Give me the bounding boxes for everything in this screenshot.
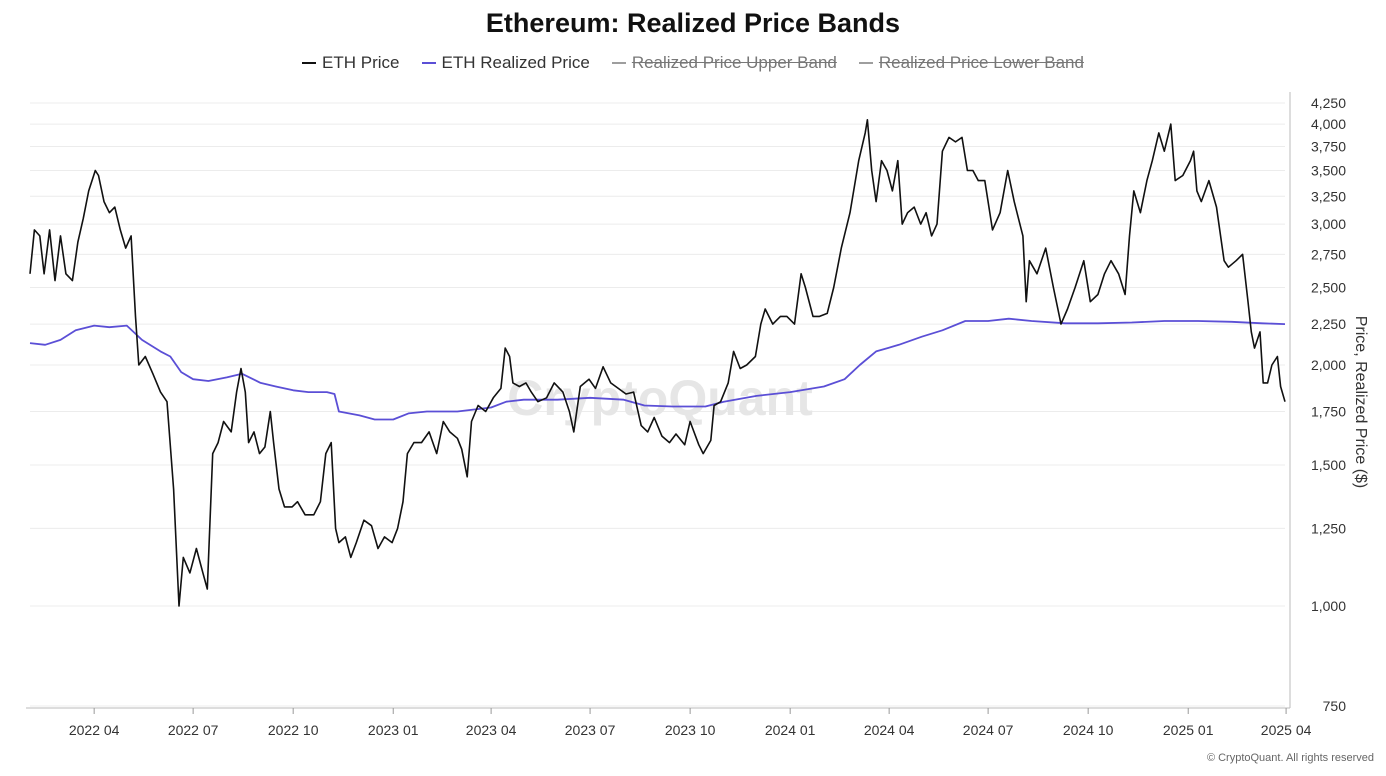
- legend-label: ETH Price: [322, 53, 400, 72]
- x-tick-label: 2022 04: [69, 722, 120, 738]
- y-tick-label: 3,500: [1311, 162, 1346, 178]
- legend-label: Realized Price Lower Band: [878, 53, 1084, 72]
- y-tick-label: 3,750: [1311, 139, 1346, 155]
- series-layer: [29, 119, 1286, 607]
- x-tick-label: 2024 10: [1063, 722, 1114, 738]
- y-tick-label: 750: [1323, 698, 1347, 714]
- x-tick-label: 2023 07: [565, 722, 616, 738]
- y-tick-label: 2,000: [1311, 357, 1346, 373]
- y-tick-label: 4,000: [1311, 116, 1346, 132]
- x-tick-label: 2025 01: [1163, 722, 1214, 738]
- y-tick-label: 3,000: [1311, 216, 1346, 232]
- x-tick-label: 2024 04: [864, 722, 915, 738]
- x-tick-label: 2023 10: [665, 722, 716, 738]
- legend: ETH Price ETH Realized Price Realized Pric…: [0, 53, 1386, 73]
- legend-swatch: [611, 62, 626, 64]
- series-line-eth-price: [29, 119, 1286, 607]
- legend-swatch: [421, 62, 436, 64]
- copyright-notice: © CryptoQuant. All rights reserved: [1206, 752, 1374, 764]
- x-tick-label: 2024 07: [963, 722, 1014, 738]
- y-tick-label: 3,250: [1311, 188, 1346, 204]
- x-tick-label: 2025 04: [1261, 722, 1312, 738]
- legend-swatch: [302, 62, 317, 64]
- legend-item-realized-price-lower-band[interactable]: Realized Price Lower Band: [858, 53, 1084, 73]
- legend-label: ETH Realized Price: [441, 53, 590, 72]
- y-tick-label: 1,000: [1311, 598, 1346, 614]
- chart-title: Ethereum: Realized Price Bands: [485, 8, 901, 38]
- x-tick-label: 2024 01: [765, 722, 816, 738]
- x-axis: 2022 04 2022 07 2022 10 2023 01 2023 04 2023 …: [26, 707, 1312, 738]
- y-tick-label: 4,250: [1311, 95, 1346, 111]
- y-tick-label: 1,500: [1311, 457, 1346, 473]
- legend-item-eth-realized-price[interactable]: ETH Realized Price: [421, 53, 590, 73]
- y-axis-label: Price, Realized Price ($): [1352, 316, 1369, 489]
- legend-swatch: [858, 62, 873, 64]
- y-tick-label: 1,750: [1311, 403, 1346, 419]
- legend-item-realized-price-upper-band[interactable]: Realized Price Upper Band: [611, 53, 837, 73]
- y-axis: 750 1,000 1,250 1,500 1,750 2,000 2,250 2,500 2,…: [1289, 92, 1347, 714]
- series-line-eth-realized-price: [29, 317, 1286, 421]
- y-tick-label: 2,250: [1311, 316, 1346, 332]
- x-tick-label: 2022 10: [268, 722, 319, 738]
- legend-label: Realized Price Upper Band: [631, 53, 837, 72]
- y-tick-label: 2,750: [1311, 246, 1346, 262]
- y-tick-label: 2,500: [1311, 279, 1346, 295]
- y-tick-label: 1,250: [1311, 520, 1346, 536]
- legend-item-eth-price[interactable]: ETH Price: [302, 53, 400, 73]
- watermark: CryptoQuant: [507, 370, 813, 426]
- gridlines: [30, 102, 1285, 707]
- x-tick-label: 2023 04: [466, 722, 517, 738]
- x-tick-label: 2022 07: [168, 722, 219, 738]
- x-tick-label: 2023 01: [368, 722, 419, 738]
